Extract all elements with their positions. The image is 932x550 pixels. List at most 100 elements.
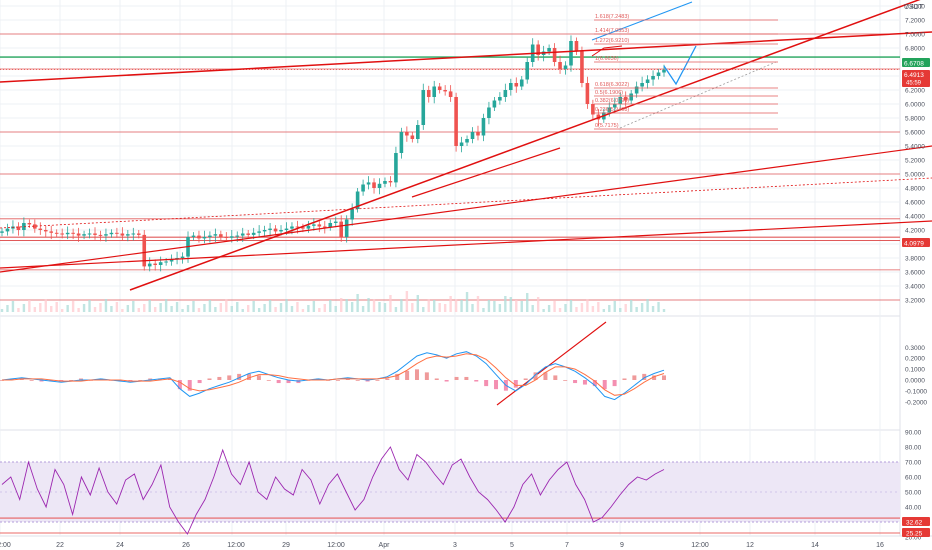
macd-histogram-bar [148,378,153,380]
volume-bar [394,307,398,312]
candle-body [49,231,54,233]
candle-body [257,231,261,233]
price-tick-label: 4.8000 [905,186,925,193]
rsi-tag-text-2: 25.25 [906,531,923,538]
candle-body [454,97,458,146]
macd-histogram-bar [612,380,617,387]
volume-bar [515,300,518,312]
candle-body [191,235,196,237]
macd-histogram-bar [138,380,143,381]
macd-histogram-bar [474,380,479,382]
candle-body [339,221,344,237]
candle-body [509,83,513,90]
time-label-7: Apr [379,542,391,549]
macd-histogram-bar [79,378,84,380]
volume-bar [416,295,420,312]
volume-bar [312,301,316,312]
volume-bar [547,305,551,312]
price-tick-label: 7.4000 [905,4,925,11]
fib-level-label: 0(5.7175) [595,123,619,129]
volume-bar [608,305,611,312]
volume-bar [137,308,140,312]
candle-body [93,233,97,235]
volume-bar [569,300,573,312]
trend-line-4 [411,147,561,198]
volume-bar [6,305,9,312]
candle-body [405,132,409,136]
volume-bar [372,299,376,312]
volume-bar [121,309,124,312]
price-tick-label: 4.2000 [905,228,925,235]
macd-histogram-bar [385,378,390,380]
macd-histogram-bar [494,380,499,390]
time-label-2: 24 [116,542,124,549]
candle-body [569,41,573,66]
volume-bar [225,299,228,312]
volume-bar [411,303,414,312]
volume-bar [646,299,649,312]
price-tick-label: 7.2000 [905,18,925,25]
volume-bar [334,306,337,312]
volume-bar [476,296,480,312]
rsi-tick-label: 70.00 [905,460,922,467]
candle-body [251,232,256,235]
volume-bar [257,308,261,312]
time-label-10: 7 [565,542,569,549]
volume-bar [307,305,310,312]
macd-histogram-bar [365,380,370,382]
candle-body [585,83,590,104]
fib-level-label: 1.618(7.2483) [595,14,629,20]
volume-bar [241,309,244,312]
macd-histogram-bar [543,372,548,380]
candle-body [43,230,48,232]
candle-body [27,223,32,225]
time-label-1: 22 [56,542,64,549]
volume-bar [203,304,206,312]
candle-body [98,234,103,236]
candle-body [476,132,480,136]
macd-histogram-bar [632,375,637,380]
candle-body [262,230,267,232]
candle-body [322,226,327,228]
volume-bar [356,294,359,312]
volume-bar [318,308,321,312]
volume-bar [66,305,69,312]
time-label-12: 12:00 [691,542,709,549]
macd-histogram-bar [375,380,380,381]
candle-body [224,237,229,238]
candle-body [607,107,612,113]
macd-histogram-bar [434,378,439,380]
candle-body [16,226,21,230]
candle-body [563,65,568,69]
macd-histogram-bar [582,380,587,385]
candle-body [514,83,519,87]
volume-bar [115,302,119,312]
volume-bar [329,300,332,312]
candle-body [552,48,557,62]
macd-histogram-bar [395,373,400,380]
candle-body [136,233,141,235]
volume-bar [389,295,392,312]
candle-body [147,263,152,267]
volume-bar [454,299,458,312]
candle-body [651,76,655,80]
volume-bar [208,300,212,312]
macd-histogram-bar [286,380,291,384]
volume-bar [443,304,447,312]
volume-bar [613,301,616,312]
candle-countdown-text: 45:59 [906,81,922,87]
candle-body [229,236,234,238]
candle-body [591,104,595,115]
candle-body [65,232,70,235]
rsi-line [1,446,665,535]
candle-body [268,228,272,230]
currency-label: USDT [904,4,924,11]
volume-bar [93,307,97,312]
candle-body [306,225,311,229]
volume-bar [296,302,299,312]
candle-body [87,233,92,235]
candle-body [421,90,426,125]
price-tick-label: 5.2000 [905,158,925,165]
